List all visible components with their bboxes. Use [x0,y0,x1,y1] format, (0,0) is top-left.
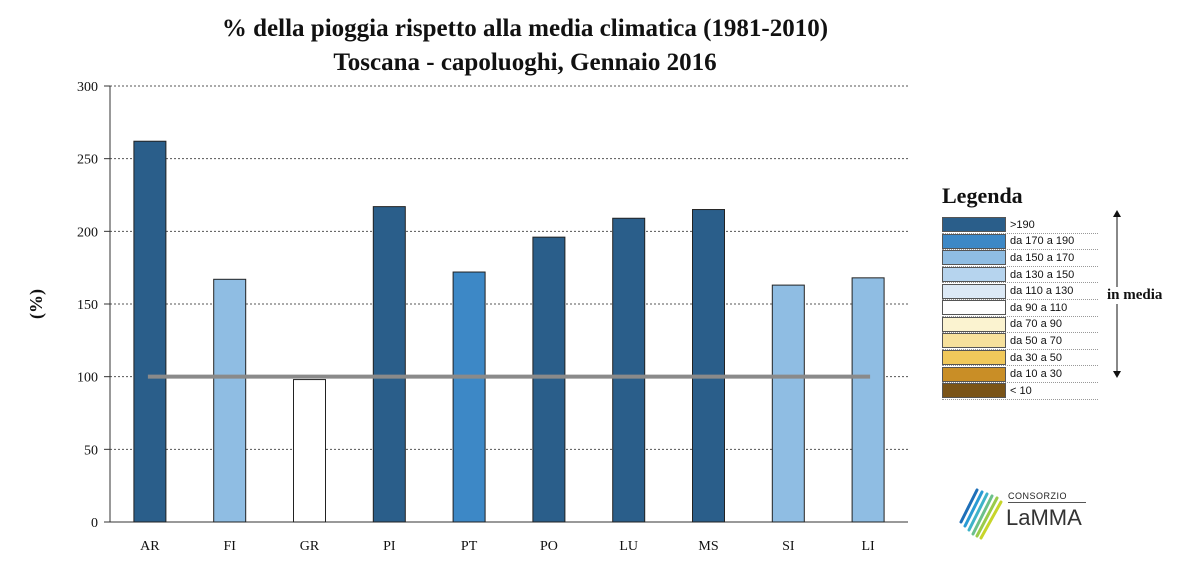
x-tick-label: AR [140,539,160,554]
legend-label: da 10 a 30 [1010,368,1062,381]
legend-label: da 110 a 130 [1010,285,1074,298]
bar-fi [213,278,247,523]
chart-title: % della pioggia rispetto alla media clim… [221,15,829,42]
x-tick-label: SI [782,539,795,554]
x-tick-label: FI [223,539,236,554]
logo-divider [1008,502,1086,503]
legend-entry: da 110 a 130 [942,283,1098,300]
bar-po [532,236,566,523]
legend-entry: >190 [942,217,1098,234]
legend-entry: da 90 a 110 [942,300,1098,317]
y-tick-label: 200 [77,225,98,240]
x-tick-label: LI [861,539,875,554]
legend-swatch [942,233,1006,249]
bar-gr [293,379,326,523]
legend-swatch [942,383,1006,399]
y-tick-label: 300 [77,80,98,95]
legend-swatch [942,350,1006,366]
lamma-logo-icon [959,488,1003,540]
x-tick-label: GR [300,539,320,554]
legend-entry: da 30 a 50 [942,350,1098,367]
legend-entry: da 50 a 70 [942,333,1098,350]
legend-label: da 70 a 90 [1010,318,1062,331]
bar-lu [612,217,646,523]
legend-swatch [942,316,1006,332]
legend-label: da 150 a 170 [1010,251,1075,264]
y-tick-label: 250 [77,153,98,168]
legend-label: < 10 [1010,384,1032,397]
legend-entry: da 10 a 30 [942,366,1098,383]
bar-pt [452,271,486,523]
bar-pi [372,206,406,523]
legend-label: da 30 a 50 [1010,351,1062,364]
bar-ms [692,209,725,523]
x-tick-label: PO [540,539,558,554]
legend-label: >190 [1010,218,1035,231]
y-tick-label: 100 [77,371,98,386]
legend-label: da 170 a 190 [1010,235,1075,248]
y-tick-label: 50 [84,443,98,458]
legend: >190 da 170 a 190 da 150 a 170 da 130 a 150… [942,217,1098,400]
legend-swatch [942,283,1006,299]
legend-swatch [942,366,1006,382]
x-tick-label: MS [698,539,718,554]
bar-chart: 0 50 100 150 200 250 300 (%) AR FI GR PI PT PO LU MS SI L… [26,80,908,554]
legend-swatch [942,333,1006,349]
legend-label: da 50 a 70 [1010,334,1062,347]
legend-title: Legenda [942,183,1023,208]
x-tick-label: PI [383,539,396,554]
legend-swatch [942,267,1006,283]
legend-entry: da 150 a 170 [942,250,1098,267]
legend-label: da 130 a 150 [1010,268,1075,281]
legend-side-note: in media [1105,287,1165,304]
bar-li [851,277,885,523]
legend-entry: da 70 a 90 [942,316,1098,334]
legend-swatch [942,250,1006,266]
logo-lamma-text: LaMMA [1006,505,1082,530]
bar-ar [133,140,167,523]
legend-entry: < 10 [942,383,1098,400]
x-tick-label: LU [619,539,638,554]
y-axis-label: (%) [26,289,47,319]
x-tick-label: PT [461,539,478,554]
chart-subtitle: Toscana - capoluoghi, Gennaio 2016 [333,49,717,76]
logo-consorzio-text: CONSORZIO [1008,491,1068,501]
bar-si [771,284,805,523]
legend-entry: da 170 a 190 [942,233,1098,251]
y-tick-label: 150 [77,298,98,313]
legend-swatch [942,300,1006,316]
legend-swatch [942,217,1006,233]
y-tick-label: 0 [91,516,98,531]
legend-label: da 90 a 110 [1010,301,1068,314]
legend-entry: da 130 a 150 [942,267,1098,284]
